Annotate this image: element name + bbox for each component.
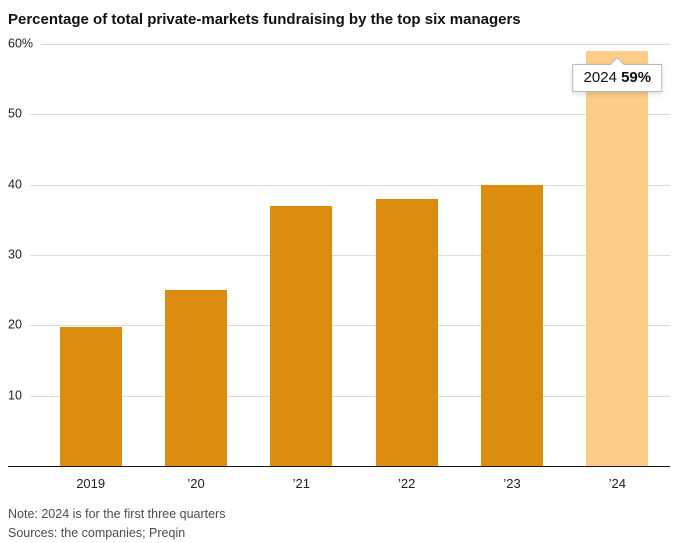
bar-chart: 2024 59% 60% 50 40 30 20 10 2019 ’20 ’21 ’22 ’23 ’… [8,36,670,497]
chart-title: Percentage of total private-markets fund… [8,11,521,28]
plot-area: 2024 59% 60% 50 40 30 20 10 [8,36,670,467]
y-axis-label: 50 [8,106,30,122]
y-axis-label: 30 [8,247,30,263]
bar[interactable] [270,205,333,466]
bar[interactable] [481,184,543,466]
y-axis-label: 20 [8,317,30,333]
x-axis-label: ’23 [503,476,521,491]
bar[interactable] [59,327,122,466]
x-axis-label: ’22 [397,476,416,491]
note-text: Note: 2024 is for the first three quarte… [8,507,226,521]
bar[interactable] [165,290,227,466]
x-axis-label: ’21 [292,476,311,491]
bar-highlighted[interactable] [586,51,649,466]
x-axis-label: ’24 [608,476,627,491]
gridline [8,44,670,45]
y-axis-label: 60% [8,36,42,52]
sources-text: Sources: the companies; Preqin [8,526,186,540]
gridline [8,184,670,186]
gridline [8,255,670,256]
bar[interactable] [375,198,438,466]
tooltip-year: 2024 [583,69,617,87]
x-axis-label: ’20 [187,476,205,491]
tooltip-value: 59% [621,69,652,87]
x-axis: 2019 ’20 ’21 ’22 ’23 ’24 [8,467,670,497]
y-axis-label: 10 [8,388,30,404]
gridline [8,325,670,327]
gridline [8,114,670,116]
y-axis-label: 40 [8,177,30,193]
gridline [8,395,670,397]
tooltip: 2024 59% [572,56,663,93]
x-axis-label: 2019 [76,476,106,491]
